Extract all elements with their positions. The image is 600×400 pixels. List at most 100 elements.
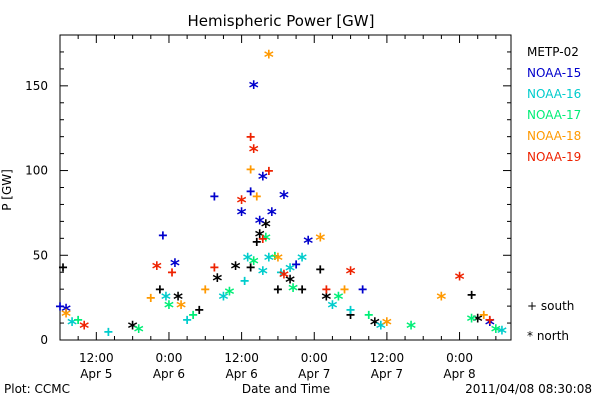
data-point: * — [60, 306, 71, 328]
x-tick-time: 12:00 — [79, 351, 114, 365]
data-point: * — [163, 297, 174, 319]
data-point: + — [246, 160, 255, 178]
data-point: * — [248, 141, 259, 163]
data-point: + — [252, 233, 261, 251]
data-point: + — [340, 280, 349, 298]
footer-left: Plot: CCMC — [4, 382, 70, 396]
data-point: * — [151, 258, 162, 280]
x-tick-time: 0:00 — [155, 351, 182, 365]
data-point: + — [158, 226, 167, 244]
y-tick-label: 50 — [33, 248, 48, 262]
data-point: * — [242, 250, 253, 272]
y-tick-label: 150 — [25, 79, 48, 93]
data-point: * — [278, 187, 289, 209]
data-point: * — [212, 270, 223, 292]
data-point: * — [490, 321, 501, 343]
data-point: * — [236, 192, 247, 214]
x-tick-time: 0:00 — [301, 351, 328, 365]
x-tick-date: Apr 7 — [371, 367, 403, 381]
symbol-legend-entry: * north — [527, 329, 569, 343]
x-tick-time: 12:00 — [224, 351, 259, 365]
data-point: + — [264, 162, 273, 180]
data-point: * — [169, 255, 180, 277]
data-point: + — [258, 229, 267, 247]
data-point: + — [276, 263, 285, 281]
data-point: * — [218, 289, 229, 311]
data-point: * — [257, 263, 268, 285]
data-point: * — [260, 229, 271, 251]
data-point: + — [252, 187, 261, 205]
data-point: * — [436, 289, 447, 311]
data-point: + — [167, 263, 176, 281]
data-point: * — [454, 268, 465, 290]
data-point: + — [322, 280, 331, 298]
data-point: + — [467, 285, 476, 303]
legend: METP-02 NOAA-15 NOAA-16 NOAA-17 NOAA-18 NOAA-… — [527, 45, 581, 164]
symbol-legend: + south * north — [527, 299, 574, 343]
x-tick-date: Apr 6 — [226, 367, 258, 381]
data-point: + — [346, 301, 355, 319]
data-point: * — [375, 317, 386, 339]
data-points: +*+ * +** ++**+ * ++*+ *+*+*+*+*+*****+*+** +*+… — [55, 46, 507, 344]
data-point: * — [175, 297, 186, 319]
data-point: * — [257, 168, 268, 190]
data-point: * — [284, 260, 295, 282]
legend-entry: NOAA-16 — [527, 87, 581, 101]
data-point: + — [246, 258, 255, 276]
data-point: + — [292, 255, 301, 273]
data-point: + — [273, 280, 282, 298]
data-point: * — [254, 212, 265, 234]
data-point: * — [472, 311, 483, 333]
data-point: + — [364, 306, 373, 324]
data-point: * — [230, 258, 241, 280]
data-point: * — [236, 204, 247, 226]
data-point: + — [240, 272, 249, 290]
data-point: * — [369, 314, 380, 336]
data-point: + — [346, 306, 355, 324]
x-tick-date: Apr 7 — [298, 367, 330, 381]
legend-entry: NOAA-17 — [527, 108, 581, 122]
data-point: * — [254, 226, 265, 248]
data-point: * — [66, 314, 77, 336]
data-point: * — [302, 233, 313, 255]
data-point: * — [266, 204, 277, 226]
data-point: * — [263, 250, 274, 272]
data-point: * — [172, 289, 183, 311]
y-tick-label: 100 — [25, 164, 48, 178]
data-point: * — [224, 284, 235, 306]
legend-entry: NOAA-19 — [527, 150, 581, 164]
data-point: * — [160, 289, 171, 311]
data-point: + — [201, 280, 210, 298]
x-axis-label: Date and Time — [242, 382, 330, 396]
data-point: + — [270, 246, 279, 264]
data-point: + — [183, 311, 192, 329]
legend-entry: NOAA-15 — [527, 66, 581, 80]
y-tick-label: 0 — [40, 333, 48, 347]
data-point: + — [485, 311, 494, 329]
data-point: * — [466, 311, 477, 333]
data-point: * — [345, 263, 356, 285]
data-point: * — [496, 323, 507, 345]
data-point: * — [315, 229, 326, 251]
data-point: * — [263, 46, 274, 68]
y-axis: 0 50 100 150 — [25, 34, 511, 347]
x-tick-time: 12:00 — [370, 351, 405, 365]
data-point: * — [484, 314, 495, 336]
x-tick-date: Apr 6 — [153, 367, 185, 381]
data-point: * — [321, 289, 332, 311]
data-point: + — [189, 306, 198, 324]
data-point: * — [272, 250, 283, 272]
data-point: * — [327, 297, 338, 319]
x-axis: 12:00 Apr 5 0:00 Apr 6 12:00 Apr 6 0:00 Apr 7 12… — [59, 35, 497, 381]
data-point: * — [284, 272, 295, 294]
y-axis-label: P [GW] — [0, 169, 14, 211]
data-point: * — [60, 301, 71, 323]
data-point: + — [74, 311, 83, 329]
data-point: * — [248, 253, 259, 275]
data-point: + — [246, 182, 255, 200]
data-point: * — [260, 216, 271, 238]
footer-right: 2011/04/08 08:30:08 — [465, 382, 592, 396]
data-point: + — [210, 258, 219, 276]
data-point: + — [155, 280, 164, 298]
